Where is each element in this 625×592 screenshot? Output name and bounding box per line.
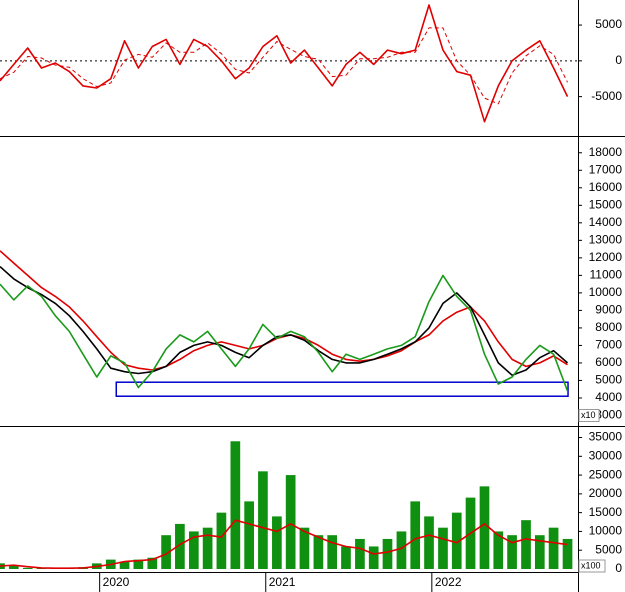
volume-bar bbox=[327, 535, 338, 569]
y-tick-label: 5000 bbox=[595, 542, 622, 556]
volume-bar bbox=[396, 531, 407, 569]
volume-bar bbox=[133, 559, 144, 569]
y-tick-label: 3000 bbox=[595, 408, 622, 422]
volume-bar bbox=[424, 516, 434, 569]
series-line bbox=[0, 519, 568, 569]
volume-bar bbox=[161, 535, 171, 569]
volume-bar bbox=[562, 538, 573, 569]
volume-bar bbox=[507, 535, 517, 569]
volume-bar bbox=[382, 538, 393, 569]
volume-bar bbox=[341, 546, 351, 569]
volume-bar bbox=[147, 557, 158, 569]
volume-bar bbox=[8, 565, 19, 569]
y-tick-label: 10000 bbox=[589, 524, 623, 538]
volume-bar bbox=[188, 531, 199, 569]
support-zone bbox=[115, 381, 569, 397]
volume-bar bbox=[368, 546, 379, 569]
y-tick-label: 17000 bbox=[589, 162, 623, 176]
volume-bar bbox=[175, 523, 185, 569]
volume-bar bbox=[299, 527, 310, 569]
unit-label-box bbox=[578, 559, 606, 573]
volume-bar bbox=[119, 561, 130, 569]
series-line bbox=[0, 27, 568, 105]
series-line bbox=[0, 4, 569, 123]
y-tick-label: 8000 bbox=[595, 320, 622, 334]
volume-bar bbox=[451, 512, 462, 569]
y-tick-label: 15000 bbox=[589, 505, 623, 519]
x-tick-label: 2021 bbox=[269, 575, 296, 589]
y-tick-label: 13000 bbox=[589, 233, 623, 247]
unit-label: x100 bbox=[581, 560, 601, 570]
y-tick-label: 18000 bbox=[589, 145, 623, 159]
y-tick-label: 16000 bbox=[589, 180, 623, 194]
y-tick-label: -5000 bbox=[591, 89, 622, 103]
y-tick-label: 11000 bbox=[590, 268, 623, 282]
volume-bar bbox=[493, 531, 504, 569]
y-tick-label: 30000 bbox=[589, 448, 623, 462]
volume-bar bbox=[548, 527, 559, 569]
volume-bar bbox=[313, 535, 324, 569]
unit-label: x10 bbox=[581, 410, 596, 420]
y-tick-label: 0 bbox=[615, 561, 622, 575]
volume-bar bbox=[272, 516, 282, 569]
y-tick-label: 20000 bbox=[589, 486, 623, 500]
volume-bar bbox=[355, 538, 365, 569]
volume-bar bbox=[258, 471, 268, 569]
y-tick-label: 5000 bbox=[595, 373, 622, 387]
y-tick-label: 12000 bbox=[589, 250, 623, 264]
volume-bar bbox=[410, 501, 421, 569]
y-tick-label: 10000 bbox=[589, 285, 623, 299]
volume-bar bbox=[438, 527, 448, 569]
unit-label-box bbox=[578, 408, 600, 422]
y-tick-label: 5000 bbox=[595, 17, 622, 31]
y-tick-label: 0 bbox=[615, 53, 622, 67]
x-tick-label: 2022 bbox=[435, 575, 462, 589]
y-tick-label: 35000 bbox=[589, 430, 623, 444]
volume-bar bbox=[244, 501, 254, 569]
y-tick-label: 7000 bbox=[595, 338, 622, 352]
volume-bar bbox=[285, 475, 296, 569]
volume-bar bbox=[22, 567, 33, 569]
y-tick-label: 6000 bbox=[595, 355, 622, 369]
y-tick-label: 25000 bbox=[589, 467, 623, 481]
volume-bar bbox=[479, 486, 490, 569]
y-tick-label: 4000 bbox=[595, 390, 622, 404]
volume-bar bbox=[521, 520, 531, 569]
volume-bar bbox=[216, 512, 227, 569]
volume-bar bbox=[534, 535, 545, 569]
y-tick-label: 15000 bbox=[589, 197, 623, 211]
y-tick-label: 14000 bbox=[589, 215, 623, 229]
series-line bbox=[0, 250, 568, 371]
series-line bbox=[0, 274, 569, 392]
volume-bar bbox=[202, 527, 213, 569]
x-tick-label: 2020 bbox=[103, 575, 130, 589]
y-tick-label: 9000 bbox=[595, 303, 622, 317]
series-line bbox=[0, 266, 569, 376]
volume-bar bbox=[230, 441, 241, 569]
